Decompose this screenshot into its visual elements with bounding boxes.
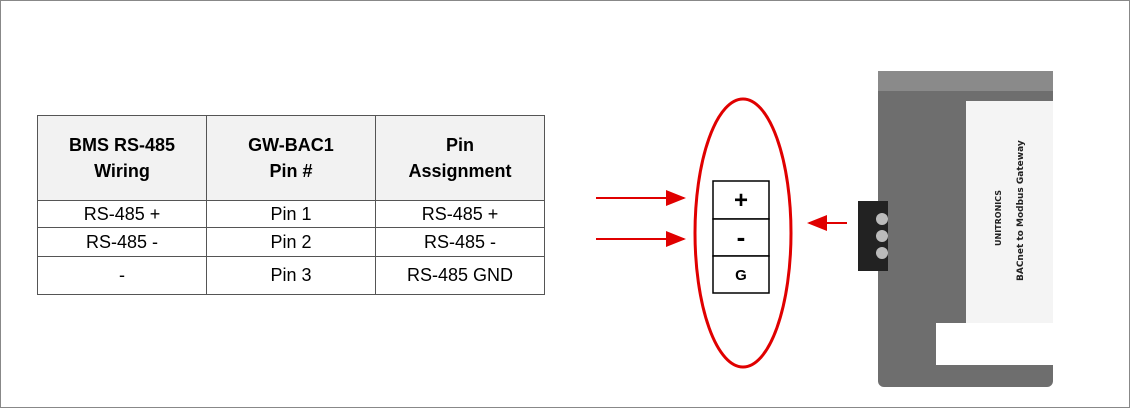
header-line: GW-BAC1 bbox=[248, 135, 334, 155]
device-label-plate bbox=[966, 101, 1053, 326]
pin-label: + bbox=[734, 187, 748, 214]
device: UNITRONICS BACnet to Modbus Gateway bbox=[858, 71, 1053, 387]
header-cell: BMS RS-485 Wiring bbox=[37, 115, 207, 201]
screw bbox=[876, 247, 888, 259]
header-cell: GW-BAC1 Pin # bbox=[206, 115, 376, 201]
header-line: Assignment bbox=[408, 161, 512, 181]
highlight-ellipse bbox=[693, 97, 793, 369]
cell: RS-485 - bbox=[375, 227, 545, 257]
cell: - bbox=[37, 256, 207, 295]
device-brand: UNITRONICS bbox=[994, 190, 1003, 246]
cell: Pin 3 bbox=[206, 256, 376, 295]
cell: RS-485 + bbox=[37, 200, 207, 228]
pin-cell bbox=[712, 255, 770, 294]
device-top bbox=[878, 71, 1053, 91]
cell: RS-485 GND bbox=[375, 256, 545, 295]
header-line: Pin # bbox=[269, 161, 313, 181]
screw bbox=[876, 213, 888, 225]
pin-block: + - G bbox=[712, 180, 770, 294]
cell: Pin 2 bbox=[206, 227, 376, 257]
pin-label: - bbox=[737, 222, 746, 252]
wiring-table: BMS RS-485 Wiring GW-BAC1 Pin # Pin Assignm… bbox=[37, 115, 545, 295]
header-line: Wiring bbox=[94, 161, 150, 181]
device-slot bbox=[936, 323, 1053, 365]
device-label: BACnet to Modbus Gateway bbox=[1016, 140, 1026, 281]
header-cell: Pin Assignment bbox=[375, 115, 545, 201]
screw bbox=[876, 230, 888, 242]
header-line: Pin bbox=[445, 135, 474, 155]
pin-label: G bbox=[735, 267, 747, 284]
header-line: BMS RS-485 bbox=[68, 135, 176, 155]
